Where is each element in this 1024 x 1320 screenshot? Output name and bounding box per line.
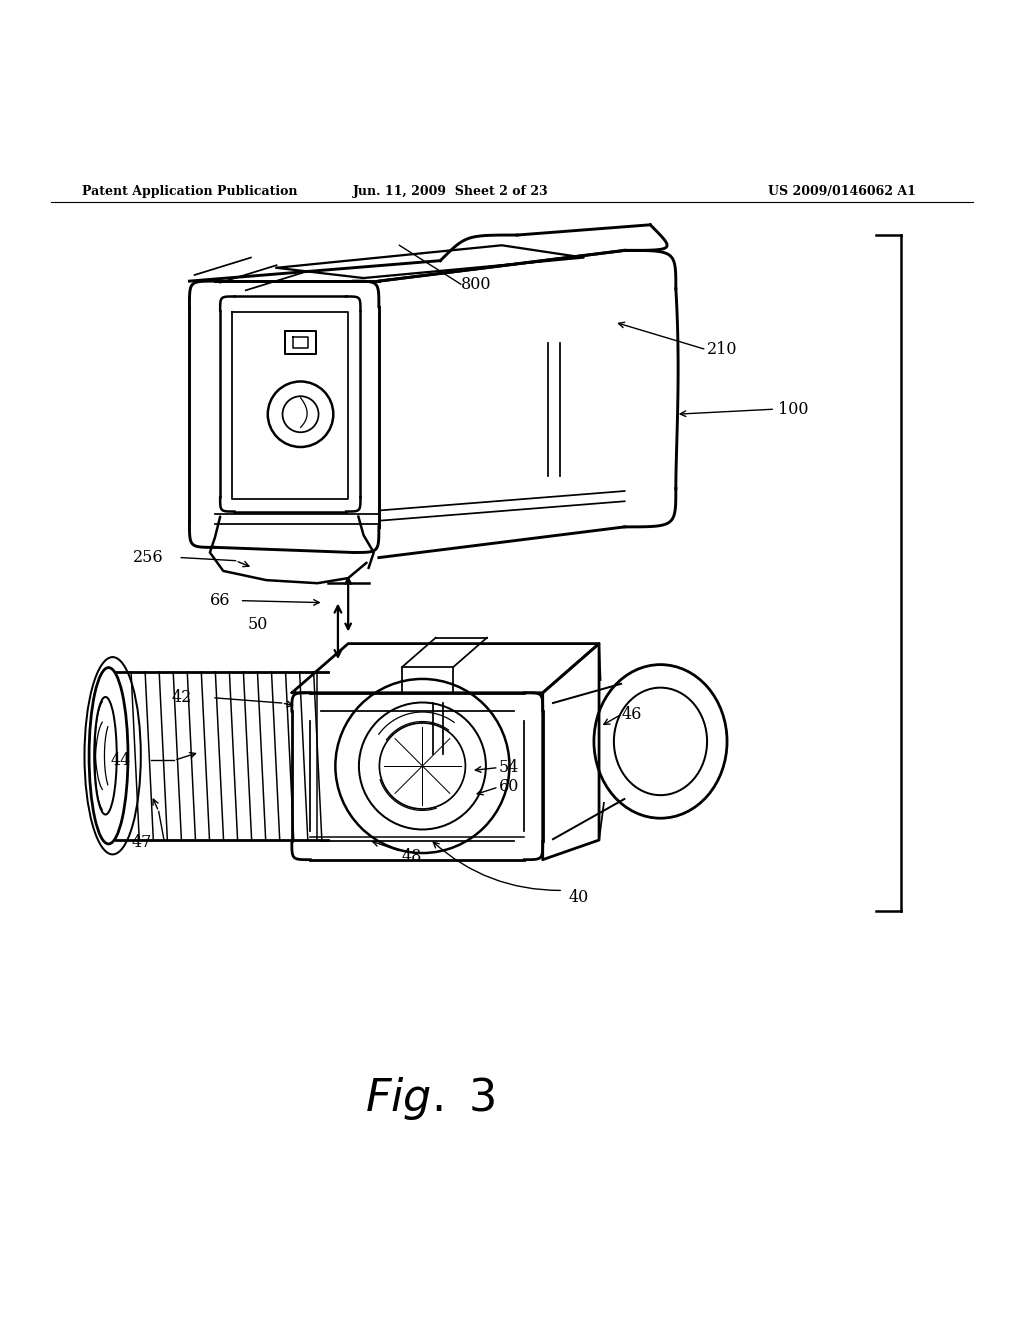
Text: Patent Application Publication: Patent Application Publication — [82, 185, 297, 198]
Text: 66: 66 — [210, 593, 230, 609]
Text: Jun. 11, 2009  Sheet 2 of 23: Jun. 11, 2009 Sheet 2 of 23 — [352, 185, 549, 198]
Ellipse shape — [594, 664, 727, 818]
Text: 210: 210 — [707, 342, 737, 358]
Text: 42: 42 — [172, 689, 193, 706]
Text: 60: 60 — [499, 779, 519, 796]
Text: 256: 256 — [133, 549, 164, 566]
Text: 48: 48 — [401, 849, 422, 865]
Text: 40: 40 — [568, 890, 589, 906]
Text: 44: 44 — [111, 752, 131, 768]
Text: 54: 54 — [499, 759, 519, 776]
Text: 100: 100 — [778, 401, 809, 417]
Text: 46: 46 — [622, 706, 642, 723]
Text: 50: 50 — [248, 615, 268, 632]
Text: 47: 47 — [131, 834, 152, 851]
Text: US 2009/0146062 A1: US 2009/0146062 A1 — [768, 185, 915, 198]
Text: $\mathit{Fig.}$ $\mathit{3}$: $\mathit{Fig.}$ $\mathit{3}$ — [366, 1074, 495, 1122]
Text: 800: 800 — [461, 276, 492, 293]
